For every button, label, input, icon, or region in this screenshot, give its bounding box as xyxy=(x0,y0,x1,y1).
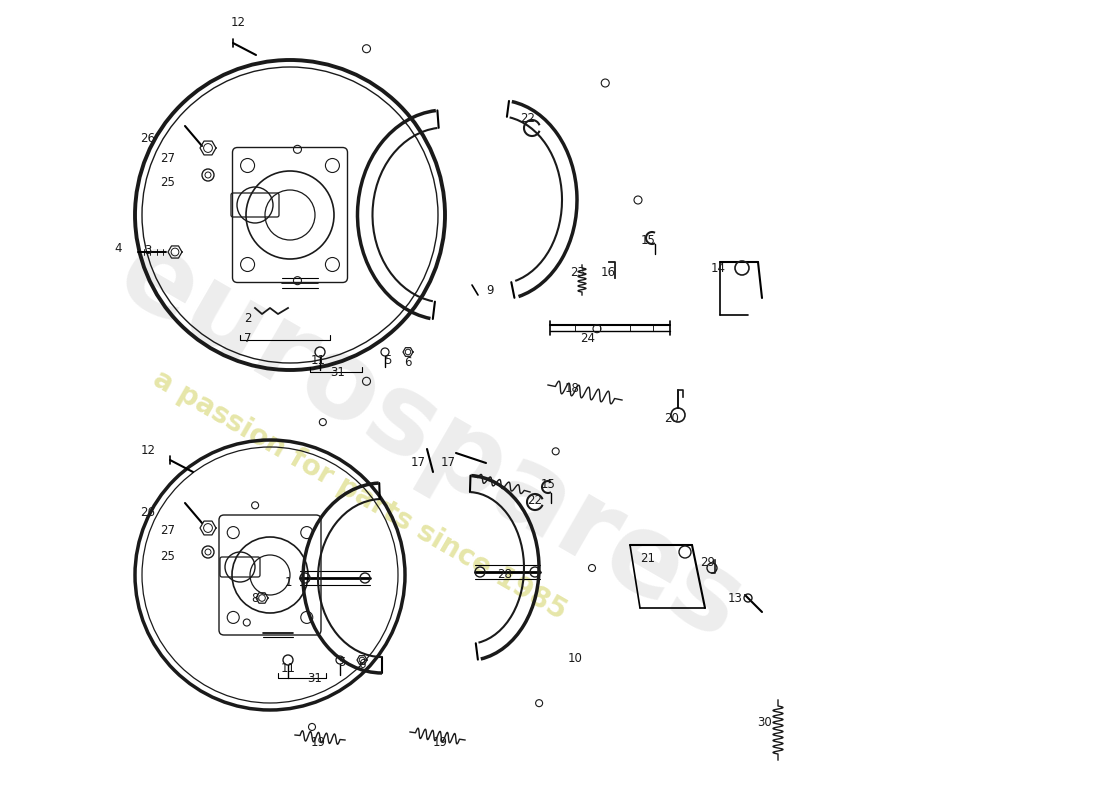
Text: 22: 22 xyxy=(520,111,536,125)
Text: 31: 31 xyxy=(331,366,345,378)
Text: 4: 4 xyxy=(114,242,122,254)
Text: 5: 5 xyxy=(339,657,345,670)
Text: 10: 10 xyxy=(568,651,582,665)
Text: 24: 24 xyxy=(581,331,595,345)
Text: 1: 1 xyxy=(284,575,292,589)
Text: 17: 17 xyxy=(410,455,426,469)
Text: 5: 5 xyxy=(384,354,392,366)
Text: 27: 27 xyxy=(161,151,176,165)
Text: 23: 23 xyxy=(571,266,585,278)
Text: 7: 7 xyxy=(244,331,252,345)
Text: 17: 17 xyxy=(440,455,455,469)
Text: 31: 31 xyxy=(308,671,322,685)
Text: 9: 9 xyxy=(486,283,494,297)
Text: 14: 14 xyxy=(711,262,726,274)
Text: 6: 6 xyxy=(359,658,365,671)
Text: 19: 19 xyxy=(432,735,448,749)
Text: 18: 18 xyxy=(564,382,580,394)
Text: 19: 19 xyxy=(310,735,326,749)
Text: 3: 3 xyxy=(144,243,152,257)
Text: 22: 22 xyxy=(528,494,542,506)
Text: 16: 16 xyxy=(601,266,616,278)
Text: 28: 28 xyxy=(497,569,513,582)
Text: eurospares: eurospares xyxy=(99,218,761,662)
Text: 6: 6 xyxy=(405,355,411,369)
Text: 29: 29 xyxy=(701,555,715,569)
Text: a passion for parts since 1985: a passion for parts since 1985 xyxy=(148,365,572,626)
Text: 13: 13 xyxy=(727,591,742,605)
Text: 11: 11 xyxy=(280,662,296,674)
Text: 21: 21 xyxy=(640,551,656,565)
Text: 27: 27 xyxy=(161,523,176,537)
Text: 20: 20 xyxy=(664,411,680,425)
Text: 8: 8 xyxy=(251,591,258,605)
Text: 26: 26 xyxy=(141,131,155,145)
Text: 12: 12 xyxy=(141,443,155,457)
Text: 11: 11 xyxy=(310,354,326,366)
Text: 25: 25 xyxy=(161,175,175,189)
Text: 12: 12 xyxy=(231,15,245,29)
Text: 26: 26 xyxy=(141,506,155,518)
Text: 25: 25 xyxy=(161,550,175,562)
Text: 30: 30 xyxy=(758,715,772,729)
Text: 15: 15 xyxy=(640,234,656,246)
Text: 15: 15 xyxy=(540,478,556,491)
Text: 2: 2 xyxy=(244,311,252,325)
